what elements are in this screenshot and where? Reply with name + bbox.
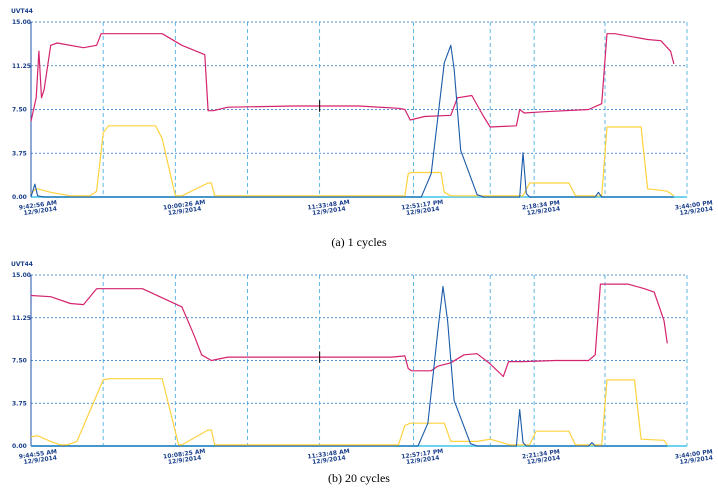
x-tick-date: 12/9/2014 <box>312 454 346 466</box>
y-tick-label: 3.75 <box>12 150 27 157</box>
x-tick-date: 12/9/2014 <box>406 454 440 466</box>
y-tick-label: 0.00 <box>12 194 27 201</box>
chart-panel-b: UVT44 0.00 3.75 7.50 11.25 15.00 9:44:55 AM12/… <box>11 261 713 485</box>
x-tick-date: 12/9/2014 <box>168 454 202 466</box>
y-tick-label: 11.25 <box>12 315 31 322</box>
y-tick-label: 11.25 <box>12 63 31 70</box>
unit-label: UVT44 <box>11 8 33 15</box>
x-tick-date: 12/9/2014 <box>526 205 560 217</box>
chart-caption: (a) 1 cycles <box>331 235 387 249</box>
series-line-blue <box>30 44 674 198</box>
y-tick-label: 15.00 <box>12 272 31 279</box>
y-tick-label: 3.75 <box>12 400 27 407</box>
x-tick-date: 12/9/2014 <box>23 454 57 466</box>
x-tick-date: 12/9/2014 <box>679 454 713 466</box>
x-tick-date: 12/9/2014 <box>406 205 440 217</box>
y-tick-label: 0.00 <box>12 443 27 450</box>
x-tick-date: 12/9/2014 <box>168 205 202 217</box>
y-tick-label: 7.50 <box>12 107 27 114</box>
series-line-blue <box>31 285 668 447</box>
y-tick-label: 7.50 <box>12 358 27 365</box>
series-line-yellow <box>30 125 675 197</box>
chart-caption: (b) 20 cycles <box>328 471 390 485</box>
series-line-magenta <box>30 33 675 128</box>
series-line-yellow <box>30 378 668 446</box>
unit-label: UVT44 <box>11 261 33 268</box>
x-tick-date: 12/9/2014 <box>23 205 57 217</box>
y-tick-label: 15.00 <box>12 19 31 26</box>
chart-panel-a: UVT44 0.00 3.75 7.50 11.25 15.00 9:42:56 AM12/… <box>11 8 713 249</box>
x-tick-date: 12/9/2014 <box>312 205 346 217</box>
series-line-magenta <box>30 283 668 378</box>
x-tick-date: 12/9/2014 <box>679 205 713 217</box>
x-tick-date: 12/9/2014 <box>526 454 560 466</box>
